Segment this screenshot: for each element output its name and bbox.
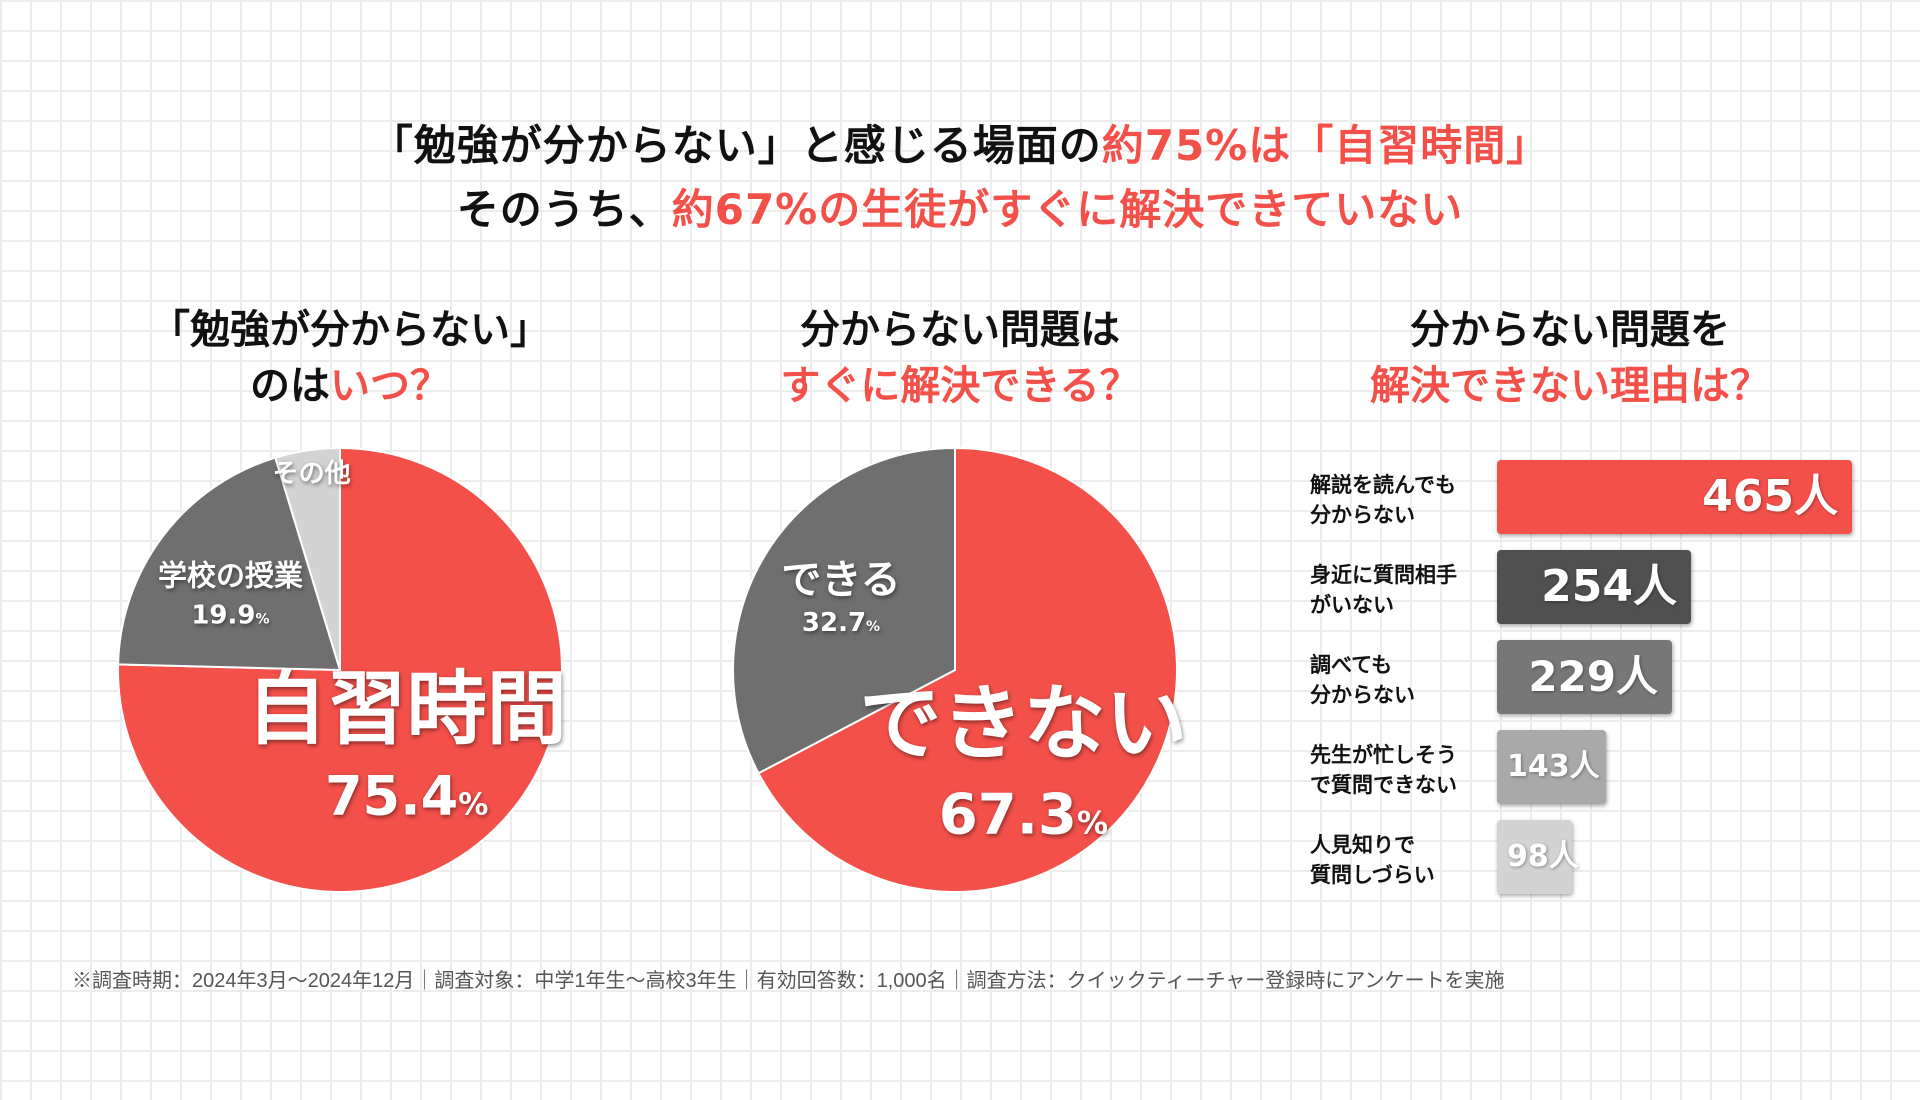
bar-row-4: 人見知りで 質問しづらい 98人 — [1310, 820, 1910, 894]
bar-3: 143人 — [1497, 730, 1606, 804]
bar-value-label-2: 229人 — [1528, 652, 1658, 701]
bar-value-label-1: 254人 — [1541, 561, 1677, 612]
pie1-slice-name-2: その他 — [273, 459, 351, 489]
survey-footnote: ※調査時期：2024年3月～2024年12月｜調査対象：中学1年生～高校3年生｜… — [72, 970, 1505, 992]
pie2-slice-name-1: できる — [781, 557, 900, 603]
bar-value-label-3: 143人 — [1507, 749, 1600, 784]
pie-chart-solve-immediately: できない 67.3% できる 32.7% — [732, 446, 1187, 893]
pie1-slice-value-0: 75.4% — [325, 764, 488, 827]
pie1-slice-label-2: その他 — [273, 459, 351, 489]
bar-value-label-0: 465人 — [1702, 471, 1838, 522]
bar-chart-reasons: 解説を読んでも 分からない 465人身近に質問相手 がいない 254人調べても 分か… — [1310, 460, 1910, 900]
panel1-title-line2-accent: いつ？ — [330, 363, 450, 409]
panel3-title-line2-accent: 解決できない理由は？ — [1370, 363, 1770, 409]
pie1-slice-2 — [274, 446, 341, 671]
bar-1: 254人 — [1497, 550, 1691, 624]
headline-line1-accent: 約75%は「自習時間」 — [1101, 121, 1550, 170]
pie1-slice-value-1: 19.9% — [191, 601, 269, 631]
pie2-slice-name-0: できない — [859, 676, 1187, 771]
pie1-slice-name-0: 自習時間 — [247, 662, 567, 755]
pie2-slice-value-1: 32.7% — [802, 608, 880, 638]
headline-line2: そのうち、約67%の生徒がすぐに解決できていない — [0, 176, 1920, 237]
bar-value-label-4: 98人 — [1507, 839, 1579, 874]
pie-chart-study-timing: 自習時間 75.4% 学校の授業 19.9% その他 — [117, 446, 567, 893]
bar-category-label-2: 調べても 分からない — [1310, 653, 1415, 707]
bar-row-2: 調べても 分からない 229人 — [1310, 640, 1910, 714]
panel2-title: 分からない問題は すぐに解決できる？ — [650, 302, 1270, 414]
bar-category-label-3: 先生が忙しそう で質問できない — [1310, 743, 1457, 797]
bar-row-3: 先生が忙しそう で質問できない 143人 — [1310, 730, 1910, 804]
bar-category-label-1: 身近に質問相手 がいない — [1310, 563, 1457, 617]
bar-category-label-0: 解説を読んでも 分からない — [1310, 473, 1456, 527]
pie1-slice-name-1: 学校の授業 — [158, 559, 303, 593]
panel3-title-line2: 解決できない理由は？ — [1260, 358, 1880, 414]
pie2-slice-0 — [757, 446, 1178, 893]
panel3-title-line1: 分からない問題を — [1410, 307, 1730, 353]
panel2-title-line2-accent: すぐに解決できる？ — [780, 363, 1140, 409]
pie1-slice-label-1: 学校の授業 19.9% — [158, 559, 303, 631]
headline-line1: 「勉強が分からない」と感じる場面の約75%は「自習時間」 — [0, 112, 1920, 173]
pie2-slice-label-0: できない 67.3% — [859, 676, 1187, 847]
headline-line2-accent: 約67%の生徒がすぐに解決できていない — [671, 185, 1464, 234]
pie2-slice-label-1: できる 32.7% — [781, 557, 900, 638]
bar-0: 465人 — [1497, 460, 1852, 534]
panel1-title: 「勉強が分からない」 のはいつ？ — [40, 302, 660, 414]
panel2-title-line1: 分からない問題は — [800, 307, 1120, 353]
bar-row-1: 身近に質問相手 がいない 254人 — [1310, 550, 1910, 624]
headline-line2-text: そのうち、 — [456, 185, 672, 234]
pie2-slice-value-0: 67.3% — [939, 782, 1108, 847]
bar-category-label-4: 人見知りで 質問しづらい — [1310, 833, 1435, 887]
pie1-slice-label-0: 自習時間 75.4% — [247, 662, 567, 827]
panel1-title-line1: 「勉強が分からない」 — [150, 307, 550, 353]
panel2-title-line2: すぐに解決できる？ — [650, 358, 1270, 414]
pie1-slice-1 — [117, 456, 342, 672]
pie2-slice-1 — [732, 446, 956, 775]
headline-line1-text: 「勉強が分からない」と感じる場面の — [370, 121, 1102, 170]
bar-4: 98人 — [1497, 820, 1579, 894]
panel3-title: 分からない問題を 解決できない理由は？ — [1260, 302, 1880, 414]
bar-2: 229人 — [1497, 640, 1672, 714]
bar-row-0: 解説を読んでも 分からない 465人 — [1310, 460, 1910, 534]
panel1-title-line2: のはいつ？ — [40, 358, 660, 414]
panel1-title-line2-text: のは — [250, 363, 330, 409]
